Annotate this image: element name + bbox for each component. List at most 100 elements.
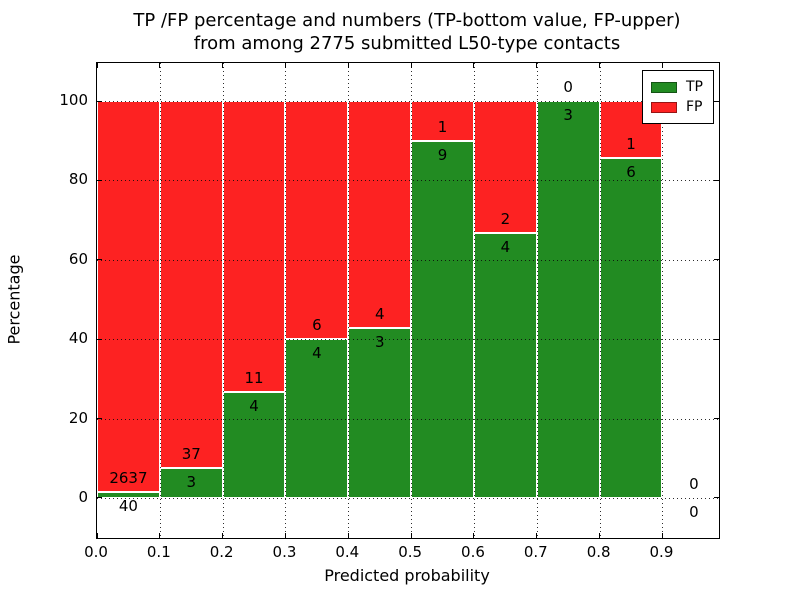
fp-bar-segment	[97, 101, 160, 492]
y-tickmark-left	[97, 497, 102, 499]
tp-count-label: 4	[249, 397, 259, 416]
fp-bar-segment	[411, 101, 474, 141]
tp-count-label: 9	[437, 145, 448, 164]
x-tick-label: 0.2	[209, 543, 234, 561]
y-tick-label: 0	[78, 487, 88, 506]
bars-layer	[97, 63, 719, 538]
fp-count-label: 11	[244, 369, 264, 388]
chart-title: TP /FP percentage and numbers (TP-bottom…	[96, 9, 718, 55]
y-tickmark-left	[97, 259, 102, 261]
fp-bar-segment	[159, 101, 223, 469]
x-tickmark-top	[347, 63, 349, 68]
legend-entry-tp: TP	[651, 77, 703, 97]
fp-legend-swatch	[651, 101, 677, 113]
y-tickmark-right	[714, 497, 719, 499]
x-tickmark-bottom	[536, 533, 538, 538]
y-tickmark-left	[97, 100, 102, 102]
tp-count-label: 4	[500, 238, 511, 257]
x-tick-label: 0.5	[398, 543, 423, 561]
x-tickmark-bottom	[159, 533, 161, 538]
x-gridline	[348, 63, 350, 538]
x-tickmark-top	[410, 63, 412, 68]
x-gridline	[222, 63, 224, 538]
x-tickmark-bottom	[661, 533, 663, 538]
y-tick-label: 20	[68, 408, 88, 427]
y-gridline	[97, 180, 719, 182]
tp-count-label: 6	[626, 162, 636, 181]
y-axis-label: Percentage	[4, 254, 24, 345]
x-gridline	[599, 63, 601, 538]
tp-bar-segment	[97, 491, 160, 498]
tp-legend-label: TP	[686, 79, 703, 95]
x-tickmark-top	[159, 63, 161, 68]
x-tickmark-bottom	[599, 533, 601, 538]
y-gridline	[97, 259, 719, 261]
legend-entry-fp: FP	[651, 97, 703, 117]
y-tickmark-right	[714, 338, 719, 340]
x-tickmark-bottom	[222, 533, 224, 538]
tp-bar-segment	[222, 392, 286, 498]
tp-count-label: 3	[186, 473, 196, 492]
x-tickmark-top	[661, 63, 663, 68]
y-tickmark-right	[714, 418, 719, 420]
chart-title-line1: TP /FP percentage and numbers (TP-bottom…	[133, 10, 681, 31]
y-tick-label: 80	[68, 170, 88, 189]
tp-count-label: 3	[563, 106, 573, 125]
y-tick-label: 40	[68, 329, 88, 348]
x-gridline	[662, 63, 664, 538]
x-tickmark-bottom	[347, 533, 349, 538]
fp-count-label: 4	[374, 304, 385, 323]
y-tickmark-left	[97, 338, 102, 340]
x-tickmark-bottom	[96, 533, 98, 538]
annotations-layer: 2637 40 37 3 11 4 6 4 4 3 1 9 2 4 0 3 1 6 0 0	[97, 63, 719, 538]
ticks-layer	[96, 63, 719, 538]
tp-count-label: 4	[312, 344, 322, 363]
fp-bar-segment	[348, 101, 412, 328]
y-gridline	[97, 339, 719, 341]
x-gridline	[473, 63, 475, 538]
y-tickmark-left	[97, 179, 102, 181]
fp-count-label: 2637	[109, 468, 148, 487]
x-gridline	[285, 63, 287, 538]
x-tickmark-top	[536, 63, 538, 68]
y-gridline	[97, 101, 719, 103]
fp-count-label: 1	[626, 134, 636, 153]
x-tickmark-top	[96, 63, 98, 68]
x-tickmark-top	[222, 63, 224, 68]
x-tickmark-bottom	[284, 533, 286, 538]
tp-count-label: 0	[689, 502, 699, 521]
fp-count-label: 0	[689, 474, 699, 493]
fp-bar-segment	[285, 101, 349, 340]
x-tickmark-top	[599, 63, 601, 68]
fp-bar-segment	[473, 101, 537, 234]
tp-count-label: 40	[118, 496, 138, 515]
x-tick-label: 0.7	[523, 543, 548, 561]
fp-count-label: 6	[312, 316, 322, 335]
y-tick-label: 60	[68, 249, 88, 268]
tp-count-label: 3	[374, 332, 385, 351]
y-tick-label: 100	[59, 91, 88, 110]
x-tick-label: 0.8	[586, 543, 611, 561]
fp-count-label: 37	[181, 445, 201, 464]
plot-area: 2637 40 37 3 11 4 6 4 4 3 1 9 2 4 0 3 1 6 0 0 TP FP	[96, 62, 720, 539]
x-tickmark-top	[284, 63, 286, 68]
x-tick-label: 0.6	[461, 543, 485, 561]
x-tick-label: 0.1	[146, 543, 171, 561]
x-tickmark-bottom	[410, 533, 412, 538]
fp-count-label: 2	[500, 210, 511, 229]
grid-layer	[97, 63, 719, 538]
x-gridline	[159, 63, 161, 538]
y-tickmark-right	[714, 100, 719, 102]
x-tickmark-top	[473, 63, 475, 68]
x-tick-label: 0.3	[272, 543, 297, 561]
tp-bar-segment	[599, 157, 663, 498]
y-tickmark-right	[714, 179, 719, 181]
tp-bar-segment	[348, 327, 412, 498]
fp-count-label: 0	[563, 78, 573, 97]
chart-title-line2: from among 2775 submitted L50-type conta…	[193, 33, 621, 54]
y-tickmark-left	[97, 418, 102, 420]
y-gridline	[97, 418, 719, 420]
y-gridline	[97, 497, 719, 499]
x-gridline	[536, 63, 538, 538]
fp-count-label: 1	[437, 117, 448, 136]
